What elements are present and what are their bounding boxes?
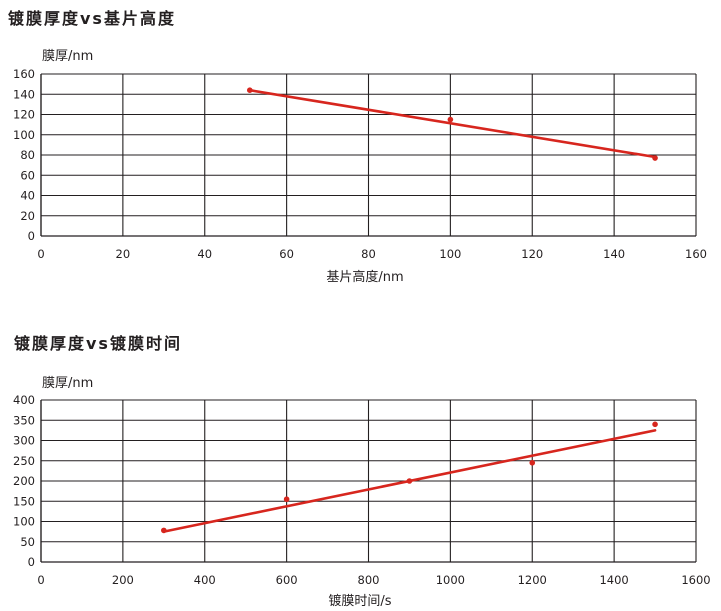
chart2-title: 镀膜厚度vs镀膜时间 xyxy=(14,334,182,353)
chart1-xtick-label-1: 20 xyxy=(116,247,131,261)
chart1-data-point-1 xyxy=(447,116,454,123)
chart1-ytick-label-2: 40 xyxy=(20,189,35,203)
chart1-ytick-label-7: 140 xyxy=(13,87,35,101)
chart1-ytick-label-4: 80 xyxy=(20,148,35,162)
chart1-ytick-label-3: 60 xyxy=(20,168,35,182)
chart1-ytick-label-1: 20 xyxy=(20,209,35,223)
chart1-xtick-label-8: 160 xyxy=(685,247,707,261)
chart1-xtick-label-0: 0 xyxy=(37,247,44,261)
chart1-trendline xyxy=(248,88,657,159)
chart1-ytick-label-5: 100 xyxy=(13,128,35,142)
chart1-xtick-label-4: 80 xyxy=(361,247,376,261)
chart1-ytick-label-0: 0 xyxy=(28,229,35,243)
chart1-ytick-label-6: 120 xyxy=(13,108,35,122)
chart1-xtick-label-5: 100 xyxy=(439,247,461,261)
chart1-data-point-0 xyxy=(246,87,253,93)
chart2-x-axis-label: 镀膜时间/s xyxy=(328,594,392,609)
chart1-xtick-label-3: 60 xyxy=(279,247,294,261)
chart1-y-axis-label: 膜厚/nm xyxy=(42,49,94,64)
chart1-title: 镀膜厚度vs基片高度 xyxy=(8,9,176,28)
chart1-xtick-label-2: 40 xyxy=(197,247,212,261)
chart1-ytick-label-8: 160 xyxy=(13,67,35,81)
chart1-data-point-2 xyxy=(652,155,658,161)
chart1-xtick-label-6: 120 xyxy=(521,247,543,261)
chart1-x-axis-label: 基片高度/nm xyxy=(326,270,404,285)
chart2-y-axis-label: 膜厚/nm xyxy=(42,376,94,391)
chart1-xtick-label-7: 140 xyxy=(603,247,625,261)
